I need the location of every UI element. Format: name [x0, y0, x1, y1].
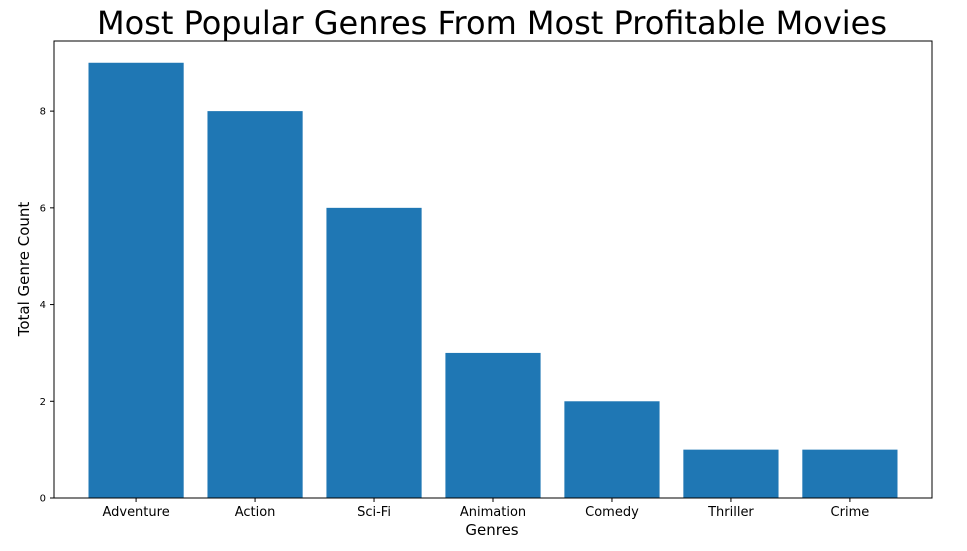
x-axis: Adventure Action Sci-Fi Animation Comedy Thri… — [102, 498, 869, 520]
x-tick-label: Action — [235, 505, 276, 520]
x-tick-label: Crime — [831, 505, 870, 520]
x-tick-label: Sci-Fi — [357, 505, 391, 520]
bar-crime — [802, 449, 898, 498]
chart-title: Most Popular Genres From Most Profitable… — [97, 4, 887, 42]
y-tick-label: 6 — [40, 203, 46, 214]
x-tick-label: Animation — [460, 505, 526, 520]
x-tick-label: Adventure — [102, 505, 169, 520]
y-tick-label: 2 — [40, 397, 46, 408]
x-tick-label: Thriller — [707, 505, 754, 520]
y-tick-label: 4 — [40, 300, 46, 311]
bar-comedy — [564, 401, 660, 498]
bar-action — [207, 111, 303, 498]
bar-thriller — [683, 449, 779, 498]
y-tick-label: 8 — [40, 107, 46, 118]
plot-frame — [53, 40, 933, 499]
bar-animation — [445, 352, 541, 498]
bar-adventure — [88, 62, 184, 499]
bars-layer — [88, 62, 898, 499]
x-axis-label: Genres — [465, 521, 518, 539]
y-axis-label: Total Genre Count — [15, 202, 33, 338]
y-axis: 0 2 4 6 8 — [40, 107, 54, 505]
y-tick-label: 0 — [40, 494, 46, 505]
bar-sci-fi — [326, 207, 422, 499]
x-tick-label: Comedy — [585, 505, 639, 520]
